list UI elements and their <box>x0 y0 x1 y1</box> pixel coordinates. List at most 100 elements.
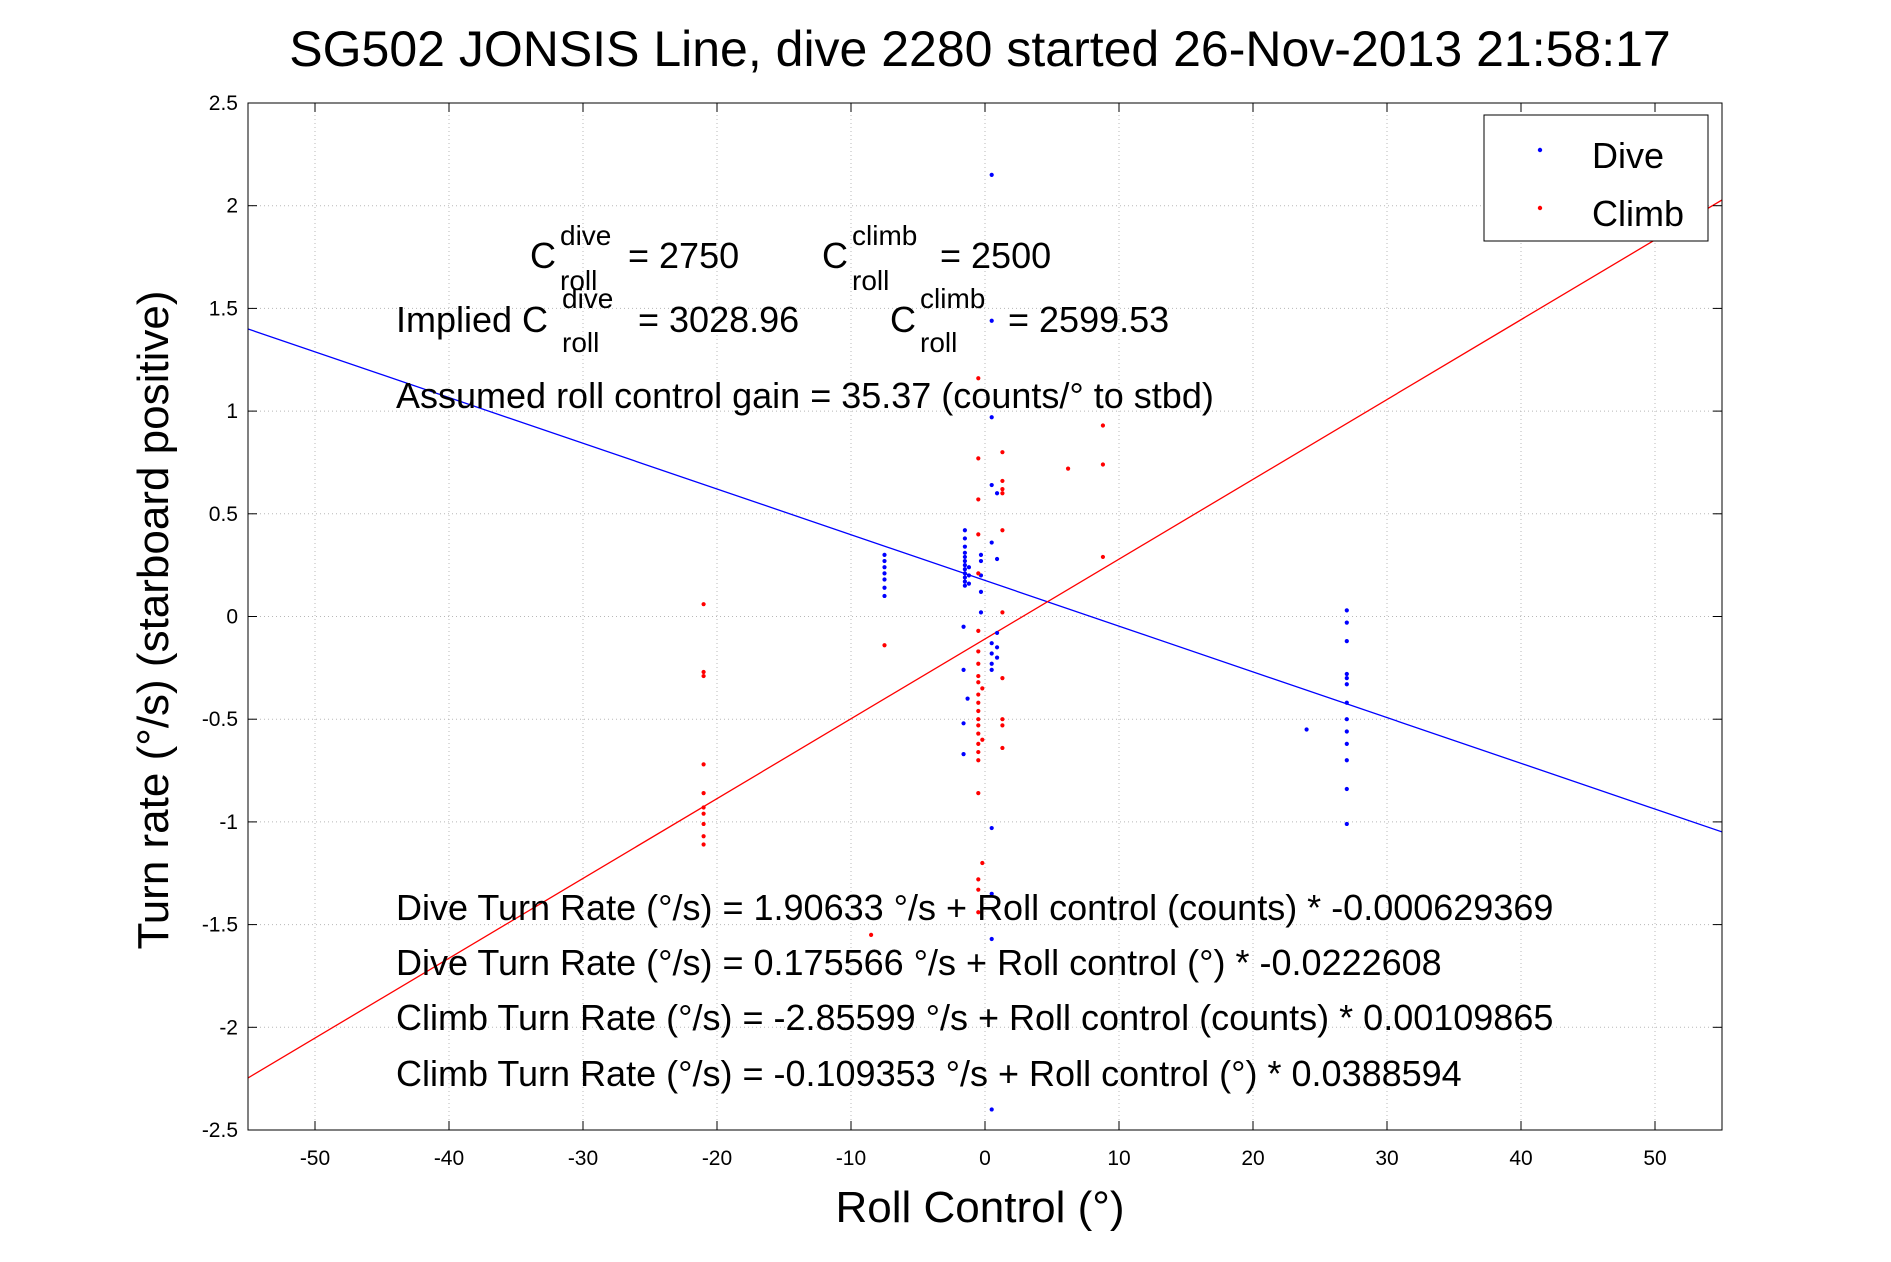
climb-point <box>976 877 981 882</box>
dive-point <box>962 571 968 576</box>
dive-point <box>1344 639 1349 644</box>
legend-marker-climb <box>1537 205 1543 211</box>
equation-3: Climb Turn Rate (°/s) = -2.85599 °/s + R… <box>396 997 1553 1038</box>
dive-point <box>989 1107 994 1112</box>
climb-point <box>980 737 985 742</box>
implied-climb-prefix: C <box>890 299 916 340</box>
climb-point <box>1000 478 1005 484</box>
c-roll-climb-annotation: C climb roll = 2500 <box>822 220 1051 296</box>
y-tick-label: -2 <box>219 1016 238 1039</box>
dive-point <box>962 563 968 568</box>
dive-point <box>965 696 970 701</box>
dive-point <box>962 575 968 580</box>
climb-point <box>1000 610 1005 615</box>
dive-point <box>882 585 887 590</box>
x-tick-label: 40 <box>1509 1147 1532 1170</box>
equation-2: Dive Turn Rate (°/s) = 0.175566 °/s + Ro… <box>396 942 1442 983</box>
implied-dive-value: = 3028.96 <box>638 299 799 340</box>
x-tick-label: -50 <box>300 1147 330 1170</box>
dive-fit-line <box>248 328 1722 833</box>
climb-point <box>976 723 981 728</box>
dive-point <box>961 721 966 726</box>
dive-point <box>989 641 994 646</box>
climb-point <box>976 887 981 892</box>
y-tick-label: 2.5 <box>209 92 238 115</box>
dive-point <box>962 536 968 541</box>
climb-point <box>701 673 706 679</box>
dive-point <box>961 667 966 673</box>
dive-point <box>978 589 984 594</box>
climb-point <box>976 456 981 461</box>
y-axis-label: Turn rate (°/s) (starboard positive) <box>129 290 178 949</box>
climb-point <box>976 708 981 714</box>
legend-label-climb: Climb <box>1592 193 1684 234</box>
dive-point <box>962 583 968 588</box>
climb-point <box>980 686 985 691</box>
climb-point <box>701 811 706 816</box>
climb-point <box>976 628 981 633</box>
climb-point <box>701 821 706 827</box>
dive-point <box>1344 729 1349 734</box>
climb-point <box>976 673 981 679</box>
y-tick-label: -0.5 <box>202 708 238 731</box>
ticks <box>248 102 1722 1131</box>
dive-point <box>978 558 984 564</box>
x-tick-label: -20 <box>702 1147 732 1170</box>
dive-point <box>882 593 887 599</box>
dive-point <box>989 661 994 666</box>
climb-point <box>1000 676 1005 681</box>
dive-point <box>978 610 984 615</box>
climb-point <box>1065 466 1071 471</box>
dive-point <box>989 936 994 942</box>
gain-annotation: Assumed roll control gain = 35.37 (count… <box>396 375 1214 416</box>
climb-point <box>976 661 981 666</box>
c-roll-dive-annotation: C dive roll = 2750 <box>530 220 739 296</box>
dive-point <box>962 558 968 564</box>
climb-point <box>701 834 706 839</box>
dive-point <box>1344 786 1349 792</box>
implied-dive-annotation: Implied C dive roll = 3028.96 <box>396 283 799 358</box>
dive-point <box>882 565 887 570</box>
dive-point <box>882 577 887 582</box>
x-tick-label: -40 <box>434 1147 464 1170</box>
x-tick-labels: -50 -40 -30 -20 -10 0 10 20 30 40 50 <box>300 1147 1667 1170</box>
climb-point <box>976 497 981 502</box>
fit-lines <box>248 199 1722 1079</box>
dive-point <box>1344 821 1349 827</box>
climb-point <box>1000 717 1005 722</box>
x-tick-label: 10 <box>1107 1147 1130 1170</box>
dive-point <box>989 540 994 545</box>
legend: Dive Climb <box>1483 114 1709 242</box>
legend-label-dive: Dive <box>1592 135 1664 176</box>
implied-climb-sup: climb <box>920 283 985 314</box>
climb-point <box>976 749 981 755</box>
climb-point <box>701 669 706 675</box>
dive-point <box>961 624 966 629</box>
y-tick-label: 0.5 <box>209 503 238 526</box>
x-axis-label: Roll Control (°) <box>836 1183 1125 1232</box>
dive-point <box>1344 676 1349 681</box>
dive-point <box>882 552 887 557</box>
dive-point <box>1344 741 1349 746</box>
c-roll-dive-sub: roll <box>560 265 597 296</box>
climb-point <box>976 571 981 576</box>
climb-point <box>976 376 981 381</box>
dive-point <box>994 645 1000 650</box>
y-tick-label: -1.5 <box>202 914 238 937</box>
dive-point <box>1344 620 1349 625</box>
climb-point <box>882 643 887 648</box>
climb-point <box>976 717 981 722</box>
climb-point <box>976 649 981 654</box>
dive-point <box>989 651 994 656</box>
x-tick-label: -10 <box>836 1147 866 1170</box>
dive-point <box>962 544 968 549</box>
dive-point <box>994 556 1000 562</box>
dive-point <box>962 528 968 533</box>
dive-point <box>989 172 994 177</box>
climb-point <box>976 741 981 746</box>
y-tick-label: 0 <box>226 606 238 629</box>
dive-point <box>1344 700 1349 705</box>
c-roll-climb-sup: climb <box>852 220 917 251</box>
implied-dive-prefix: Implied C <box>396 299 548 340</box>
